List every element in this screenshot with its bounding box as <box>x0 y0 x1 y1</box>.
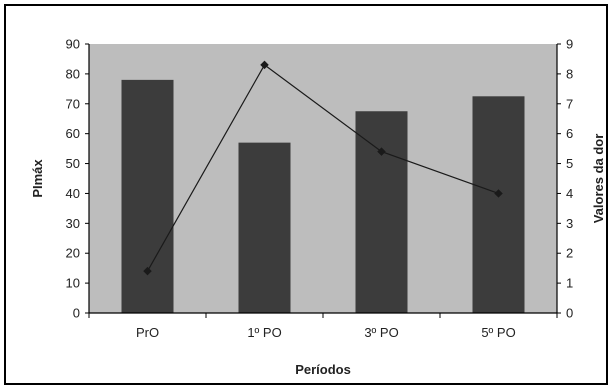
y-tick-label: 20 <box>66 246 80 261</box>
y2-tick-label: 7 <box>566 96 573 111</box>
y-tick-label: 60 <box>66 126 80 141</box>
y-tick-label: 70 <box>66 96 80 111</box>
y-tick-label: 10 <box>66 276 80 291</box>
y-tick-label: 80 <box>66 66 80 81</box>
line-point-0 <box>143 266 152 276</box>
y-tick-label: 90 <box>66 37 80 52</box>
y2-axis-title: Valores da dor <box>591 134 606 224</box>
x-axis-title: Períodos <box>295 362 351 377</box>
y2-tick-label: 3 <box>566 216 573 231</box>
x-tick-label: 3º PO <box>364 325 398 340</box>
y2-tick-label: 4 <box>566 186 573 201</box>
y2-tick-label: 5 <box>566 156 573 171</box>
line-point-3 <box>494 189 503 198</box>
y-tick-label: 30 <box>66 216 80 231</box>
y2-tick-label: 9 <box>566 37 573 52</box>
series-line-pain <box>146 64 499 272</box>
bar-1 <box>238 142 291 313</box>
y2-tick-label: 2 <box>566 246 573 261</box>
y2-tick-label: 8 <box>566 66 573 81</box>
x-tick-label: PrO <box>136 325 159 340</box>
y-tick-label: 40 <box>66 186 80 201</box>
y-tick-label: 50 <box>66 156 80 171</box>
y-tick-label: 0 <box>73 306 80 321</box>
bar-2 <box>355 111 408 313</box>
y2-tick-label: 6 <box>566 126 573 141</box>
x-tick-label: 1º PO <box>247 325 281 340</box>
x-tick-label: 5º PO <box>481 325 515 340</box>
y2-tick-label: 1 <box>566 276 573 291</box>
bar-3 <box>472 96 525 313</box>
y-axis-title: PImáx <box>30 159 45 198</box>
line-point-2 <box>377 147 386 156</box>
y2-tick-label: 0 <box>566 306 573 321</box>
bar-0 <box>121 79 174 313</box>
